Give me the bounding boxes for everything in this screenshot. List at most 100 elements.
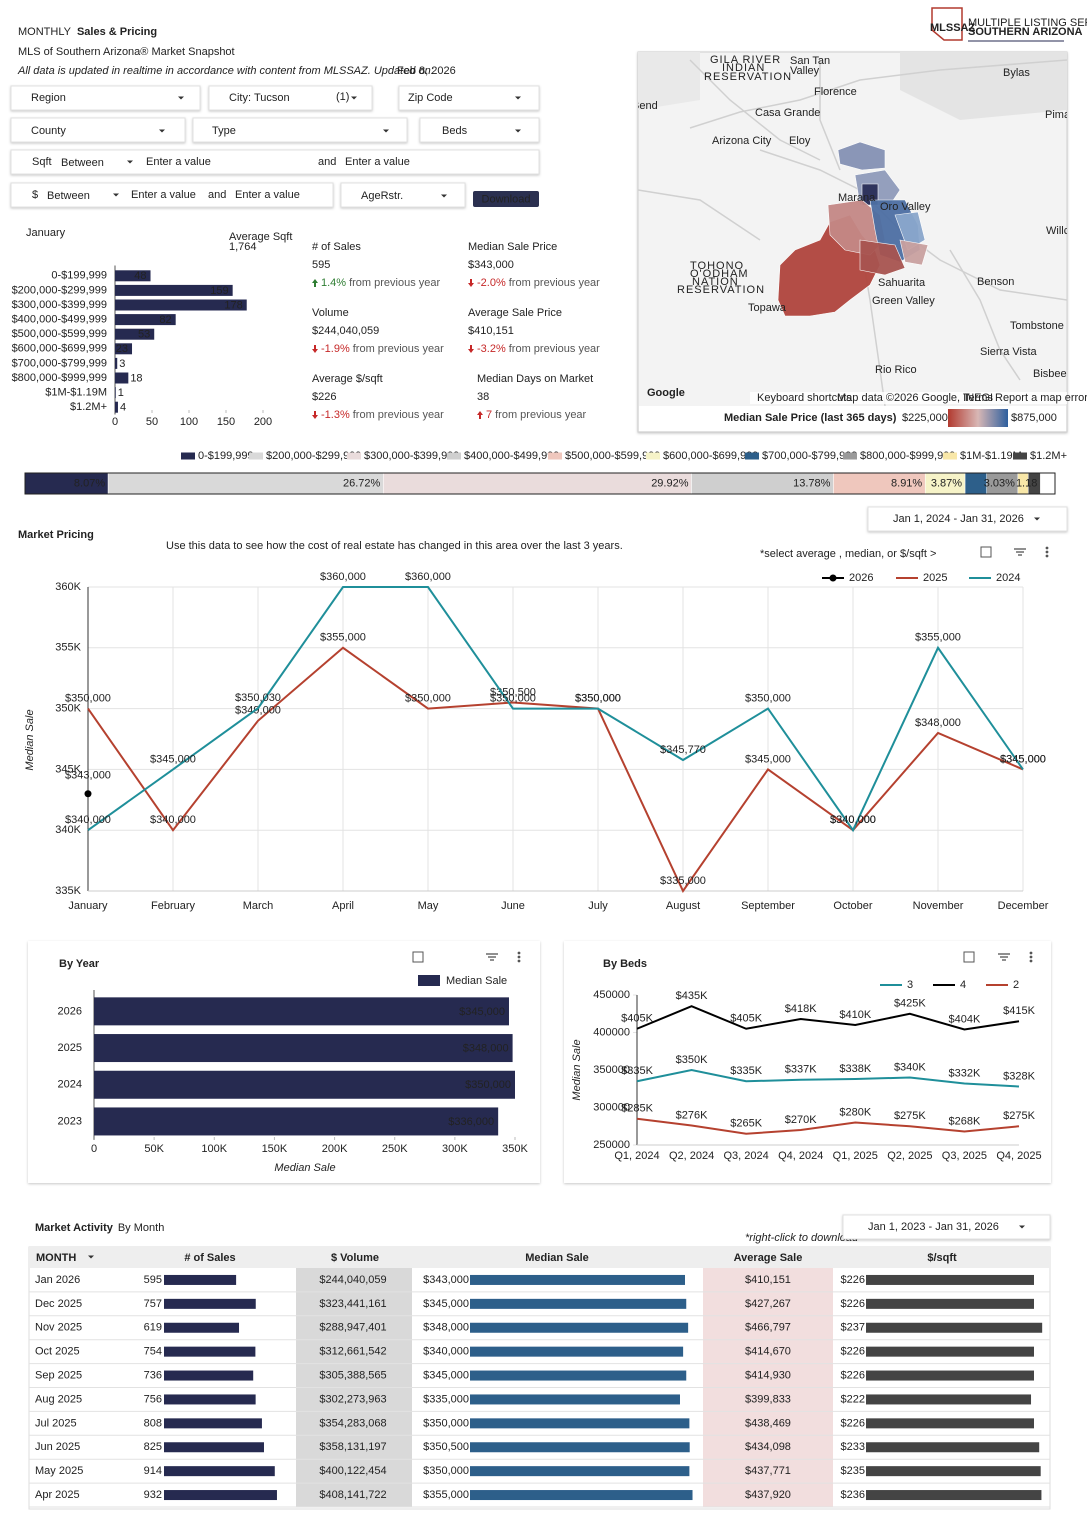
map-place: Topawa — [748, 302, 787, 314]
menu-icon[interactable] — [517, 951, 521, 963]
data-label: $268K — [949, 1115, 981, 1127]
filter-control[interactable] — [208, 85, 373, 111]
cell-average: $466,797 — [745, 1322, 791, 1334]
cell-median: $340,000 — [423, 1346, 469, 1358]
legend-swatch — [447, 452, 461, 460]
legend-label: $300,000-$399,999 — [364, 450, 459, 462]
cell-sqft: $226 — [841, 1346, 865, 1358]
kpi-label: Median Days on Market — [477, 373, 593, 385]
table-header: $/sqft — [927, 1252, 957, 1264]
cell-average: $434,098 — [745, 1441, 791, 1453]
menu-icon[interactable] — [1029, 951, 1033, 963]
cell-bar — [164, 1490, 277, 1501]
filter-control[interactable] — [10, 182, 334, 208]
x-tick-label: Q2, 2024 — [669, 1150, 714, 1162]
title-light: MONTHLY — [18, 26, 72, 38]
cell-volume: $358,131,197 — [319, 1441, 386, 1453]
avg-sqft-label: Average Sqft — [229, 231, 292, 243]
x-tick-label: 50 — [146, 416, 158, 428]
cell-volume: $408,141,722 — [319, 1489, 386, 1501]
cell-bar — [470, 1370, 687, 1381]
data-label: $350,000 — [405, 693, 451, 705]
legend-swatch — [418, 975, 440, 986]
filter-control[interactable] — [10, 117, 186, 143]
filter-label: $ — [32, 189, 38, 201]
filter-control[interactable] — [419, 117, 540, 143]
map-place: Pima — [1045, 109, 1071, 121]
filter-icon[interactable] — [1014, 548, 1026, 556]
menu-icon[interactable] — [1045, 546, 1049, 558]
x-tick-label: 150 — [217, 416, 235, 428]
input-placeholder: Enter a value — [146, 156, 211, 168]
chart-type-icon[interactable] — [963, 951, 975, 963]
icon-part — [517, 951, 521, 955]
y-tick-label: 340K — [55, 824, 81, 836]
filter-control[interactable] — [10, 85, 201, 111]
y-axis-label: Median Sale — [24, 709, 36, 770]
cell-bar — [164, 1394, 256, 1405]
kpi-label: # of Sales — [312, 241, 361, 253]
data-label: $340,000 — [150, 814, 196, 826]
chart-type-icon[interactable] — [980, 546, 992, 558]
logo-line2: SOUTHERN ARIZONA — [968, 26, 1083, 38]
y-tick-label: $1.2M+ — [70, 401, 107, 413]
filter-mode: Between — [61, 157, 104, 169]
data-label: $270K — [785, 1114, 817, 1126]
data-label: $350,030 — [235, 692, 281, 704]
kpi-value: 38 — [477, 391, 489, 403]
date-picker[interactable] — [867, 506, 1068, 532]
table-header: # of Sales — [184, 1252, 235, 1264]
filter-icon[interactable] — [486, 953, 498, 961]
data-label: $350K — [676, 1054, 708, 1066]
cell-sales: 825 — [144, 1441, 162, 1453]
y-tick-label: 300000 — [593, 1101, 630, 1113]
map-road — [819, 60, 841, 171]
data-label: $350,500 — [490, 686, 536, 698]
download-button[interactable] — [473, 191, 539, 207]
cell-volume: $400,122,454 — [319, 1465, 386, 1477]
filter-icon[interactable] — [998, 953, 1010, 961]
data-label: $340K — [894, 1061, 926, 1073]
cell-bar — [866, 1490, 1042, 1501]
kpi-change-value: 7 — [486, 409, 492, 421]
cell-median: $345,000 — [423, 1298, 469, 1310]
cell-month: Dec 2025 — [35, 1298, 82, 1310]
x-tick-label: 150K — [262, 1143, 288, 1155]
chart-title: January — [26, 227, 66, 239]
map-region — [894, 211, 926, 251]
data-label: $350,000 — [65, 693, 111, 705]
y-tick-label: 2025 — [58, 1042, 82, 1054]
filter-control[interactable] — [192, 117, 408, 143]
dropdown-caret — [383, 129, 389, 133]
cell-sales: 932 — [144, 1489, 162, 1501]
y-tick-label: 2026 — [58, 1005, 82, 1017]
map-place: Green Valley — [872, 295, 935, 307]
y-tick-label: $300,000-$399,999 — [12, 299, 107, 311]
data-label: 48 — [134, 270, 146, 282]
filter-control[interactable] — [398, 85, 540, 111]
map-place: Bend — [632, 100, 658, 112]
legend-swatch — [745, 452, 759, 460]
filter-control[interactable] — [10, 149, 540, 175]
cell-sales: 914 — [144, 1465, 162, 1477]
x-tick-label: January — [68, 900, 108, 912]
table-header-bg — [29, 1247, 1050, 1268]
kpi-arrow — [312, 345, 318, 353]
data-label: $415K — [1003, 1005, 1035, 1017]
chart-type-icon[interactable] — [412, 951, 424, 963]
cell-bar — [164, 1418, 262, 1429]
chart-note: *select average , median, or $/sqft > — [760, 548, 936, 560]
legend-label: $600,000-$699,999 — [663, 450, 758, 462]
map-place: RESERVATION — [704, 71, 792, 83]
cell-bar — [164, 1466, 275, 1477]
table-header[interactable]: MONTH — [36, 1252, 76, 1264]
cell-bar — [866, 1442, 1040, 1453]
data-label: $345,000 — [150, 753, 196, 765]
map-legend-max: $875,000 — [1011, 412, 1057, 424]
data-label: $348,000 — [915, 717, 961, 729]
cell-volume: $302,273,963 — [319, 1393, 386, 1405]
cell-month: Apr 2025 — [35, 1489, 80, 1501]
legend-label: 2026 — [849, 572, 873, 584]
chart-title: By Year — [59, 958, 100, 970]
date-picker[interactable] — [842, 1214, 1051, 1240]
